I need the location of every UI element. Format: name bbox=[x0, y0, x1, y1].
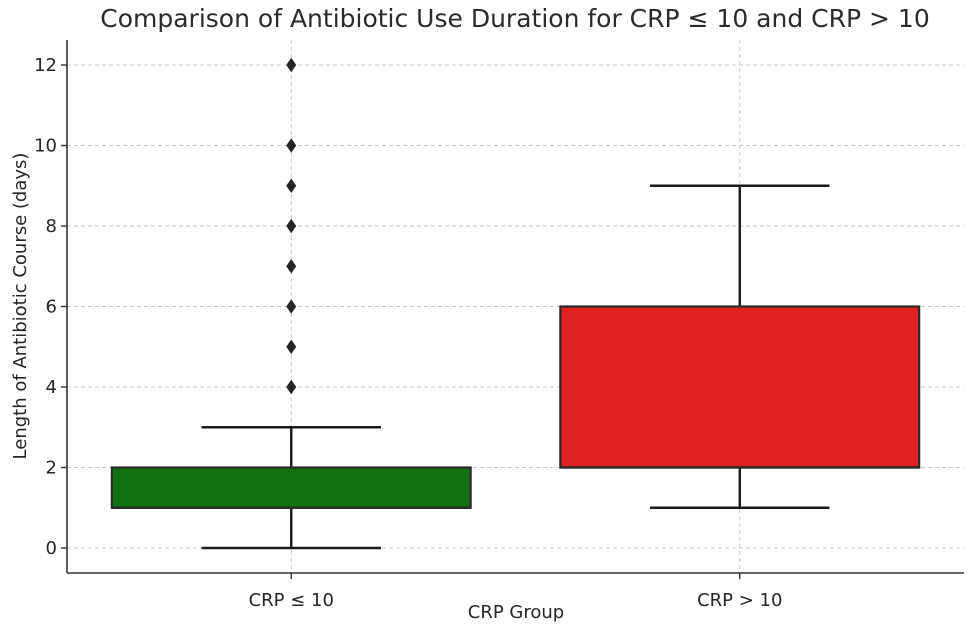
outlier-point bbox=[286, 138, 297, 153]
box-group bbox=[559, 184, 921, 509]
outlier-point bbox=[286, 379, 297, 395]
ticks-layer: 0 2 4 6 8 10 12 CRP ≤ 10 CRP > 10 bbox=[34, 55, 782, 611]
y-tick-label: 4 bbox=[46, 377, 57, 398]
x-tick-label: CRP ≤ 10 bbox=[249, 590, 334, 611]
x-axis-title: CRP Group bbox=[468, 602, 564, 623]
box-group bbox=[110, 57, 472, 550]
outlier-point bbox=[286, 57, 297, 73]
iqr-box bbox=[559, 305, 921, 469]
y-tick-label: 2 bbox=[46, 458, 57, 479]
outlier-point bbox=[286, 339, 297, 354]
y-tick-label: 10 bbox=[34, 136, 57, 157]
outlier-point bbox=[286, 259, 297, 274]
outlier-point bbox=[286, 178, 297, 193]
outlier-point bbox=[286, 299, 297, 314]
boxes-layer bbox=[110, 57, 921, 550]
chart-title: Comparison of Antibiotic Use Duration fo… bbox=[100, 4, 930, 33]
y-axis-title: Length of Antibiotic Course (days) bbox=[10, 153, 31, 460]
outlier-point bbox=[286, 218, 297, 234]
y-tick-label: 6 bbox=[46, 297, 57, 318]
y-tick-label: 8 bbox=[46, 216, 57, 237]
y-tick-label: 0 bbox=[46, 538, 57, 559]
x-tick-label: CRP > 10 bbox=[697, 590, 782, 611]
y-tick-label: 12 bbox=[34, 55, 57, 76]
iqr-box bbox=[110, 466, 472, 509]
